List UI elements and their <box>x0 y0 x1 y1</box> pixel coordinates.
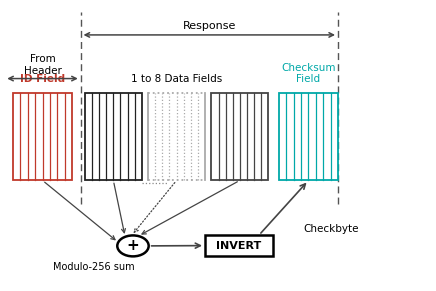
Bar <box>205 235 272 256</box>
Bar <box>211 93 268 180</box>
Text: Checksum
Field: Checksum Field <box>281 63 336 84</box>
Text: From
Header: From Header <box>24 54 61 76</box>
Text: +: + <box>126 238 140 253</box>
Circle shape <box>117 235 149 256</box>
Text: 1 to 8 Data Fields: 1 to 8 Data Fields <box>131 74 222 84</box>
Bar <box>279 93 338 180</box>
Text: ID Field: ID Field <box>20 74 65 84</box>
Bar <box>13 93 72 180</box>
Bar <box>85 93 142 180</box>
Text: INVERT: INVERT <box>216 241 261 251</box>
Text: Modulo-256 sum: Modulo-256 sum <box>53 262 135 272</box>
Text: Checkbyte: Checkbyte <box>303 224 358 234</box>
Text: Response: Response <box>183 21 236 31</box>
